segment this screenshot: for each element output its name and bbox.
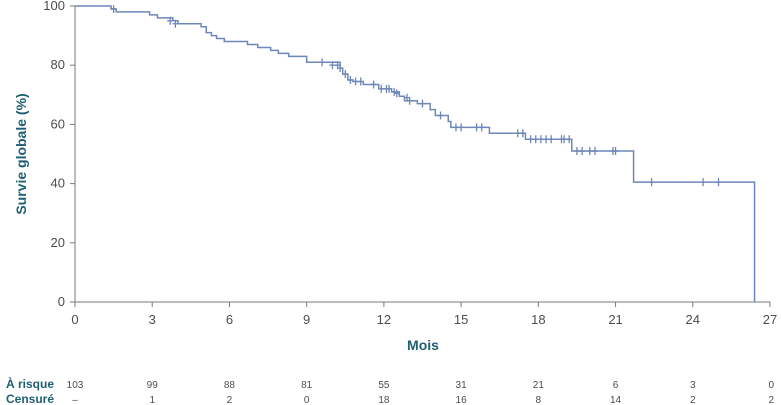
censor-mark: [573, 147, 580, 156]
censored-value: –: [72, 395, 78, 405]
censor-mark: [437, 111, 444, 120]
y-ticks: 0 20 40 60 80 100: [43, 0, 75, 309]
at-risk-value: 3: [690, 380, 696, 391]
censor-mark: [579, 147, 586, 156]
censor-mark: [532, 135, 539, 144]
at-risk-value: 99: [147, 380, 159, 391]
censor-mark: [537, 135, 544, 144]
censor-mark: [337, 64, 344, 73]
at-risk-value: 81: [301, 380, 313, 391]
censor-mark: [329, 61, 336, 70]
x-tick-label: 6: [226, 312, 233, 327]
y-tick-label: 100: [43, 0, 65, 13]
censor-mark: [319, 58, 326, 67]
x-tick-label: 27: [763, 312, 777, 327]
censor-mark: [393, 89, 400, 98]
censor-mark: [591, 147, 598, 156]
censor-mark: [561, 135, 568, 144]
x-tick-label: 21: [608, 312, 622, 327]
censor-mark: [167, 16, 174, 25]
at-risk-value: 55: [378, 380, 390, 391]
at-risk-value: 31: [456, 380, 468, 391]
censored-value: 2: [227, 395, 233, 405]
censor-mark: [110, 4, 117, 13]
censor-mark: [519, 129, 526, 138]
x-tick-label: 12: [377, 312, 391, 327]
censor-mark: [548, 135, 555, 144]
y-axis-title: Survie globale (%): [13, 93, 29, 214]
x-tick-label: 9: [303, 312, 310, 327]
risk-row-label-censored: Censuré: [6, 392, 54, 405]
at-risk-value: 103: [67, 380, 84, 391]
x-tick-label: 3: [149, 312, 156, 327]
censor-mark: [342, 70, 349, 79]
x-ticks: 0 3 6 9 12 15 18 21 24 27: [71, 302, 777, 327]
censored-value: 8: [536, 395, 542, 405]
censored-value: 1: [149, 395, 155, 405]
censor-mark: [458, 123, 465, 132]
x-axis-title: Mois: [407, 337, 439, 353]
censor-mark: [347, 76, 354, 84]
censor-mark: [378, 84, 385, 93]
censor-mark: [715, 178, 722, 187]
risk-table: À risque Censuré 103 99 88 81 55 31 21 6 3 0– 1 2 0 1…: [6, 376, 774, 405]
censored-value: 14: [610, 395, 622, 405]
censor-mark: [473, 123, 480, 132]
censor-mark: [406, 96, 413, 105]
censor-mark: [648, 178, 655, 187]
at-risk-value: 21: [533, 380, 545, 391]
censor-mark: [566, 135, 573, 144]
censor-mark: [452, 123, 459, 132]
at-risk-value: 0: [768, 380, 774, 391]
y-tick-label: 40: [51, 176, 65, 191]
y-tick-label: 20: [51, 235, 65, 250]
censor-marks: [110, 4, 722, 187]
censor-mark: [586, 147, 593, 156]
censor-mark: [700, 178, 707, 187]
censor-mark: [612, 147, 619, 156]
at-risk-value: 6: [613, 380, 619, 391]
risk-row-label-at-risk: À risque: [6, 376, 54, 391]
censor-mark: [172, 19, 179, 28]
censored-value: 16: [456, 395, 468, 405]
censor-mark: [527, 135, 534, 144]
censor-mark: [352, 77, 359, 86]
censor-mark: [543, 135, 550, 144]
censored-value: 2: [768, 395, 774, 405]
x-tick-label: 15: [454, 312, 468, 327]
censor-mark: [370, 80, 377, 89]
censor-mark: [386, 84, 393, 93]
censored-value: 2: [690, 395, 696, 405]
y-tick-label: 0: [58, 294, 65, 309]
censor-mark: [419, 99, 426, 108]
censor-mark: [514, 129, 521, 138]
at-risk-value: 88: [224, 380, 236, 391]
y-tick-label: 80: [51, 57, 65, 72]
censored-value: 18: [378, 395, 390, 405]
censor-mark: [357, 77, 364, 86]
survival-curve: [75, 5, 756, 302]
y-tick-label: 60: [51, 116, 65, 131]
x-tick-label: 0: [71, 312, 78, 327]
x-tick-label: 24: [686, 312, 700, 327]
x-tick-label: 18: [531, 312, 545, 327]
censor-mark: [478, 123, 485, 132]
censored-value: 0: [304, 395, 310, 405]
